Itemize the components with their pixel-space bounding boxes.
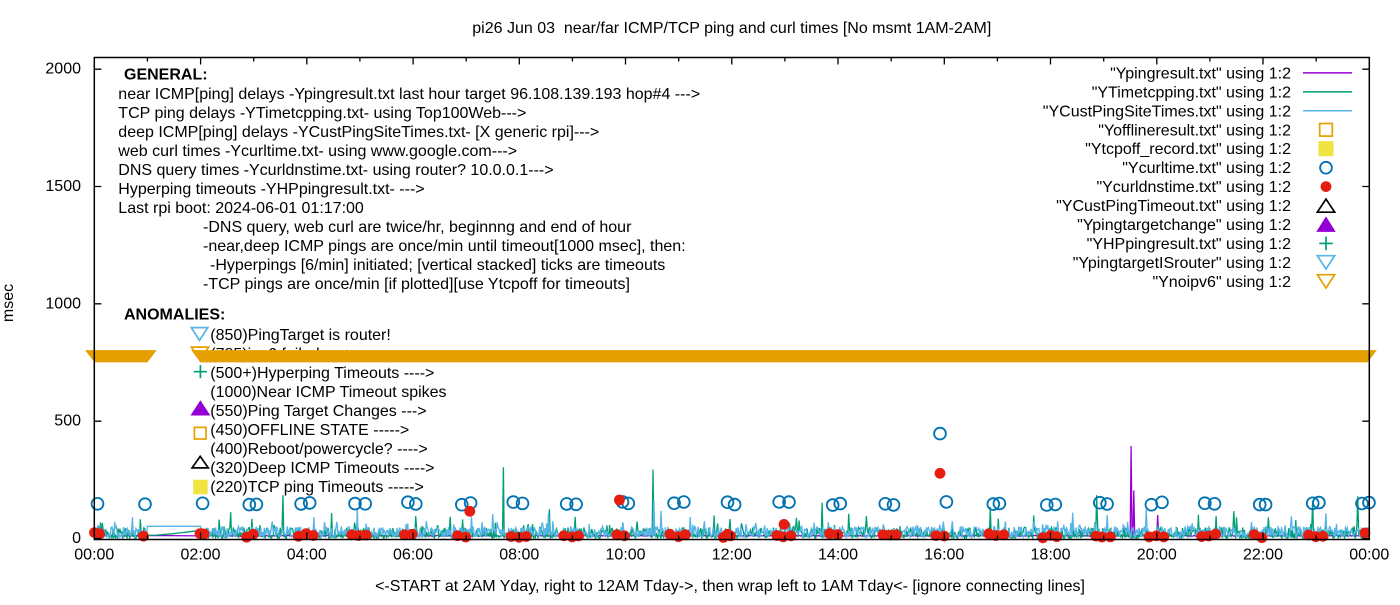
- svg-text:14:00: 14:00: [818, 547, 858, 564]
- svg-text:0: 0: [72, 530, 81, 547]
- svg-text:"YHPpingresult.txt" using 1:2: "YHPpingresult.txt" using 1:2: [1087, 236, 1291, 253]
- svg-text:"Ycurltime.txt" using 1:2: "Ycurltime.txt" using 1:2: [1122, 160, 1291, 177]
- svg-text:"YCustPingTimeout.txt" using 1: "YCustPingTimeout.txt" using 1:2: [1056, 198, 1291, 215]
- svg-text:500: 500: [54, 413, 81, 430]
- svg-text:Hyperping timeouts -YHPpingres: Hyperping timeouts -YHPpingresult.txt- -…: [118, 181, 424, 198]
- svg-text:"Yofflineresult.txt" using 1:2: "Yofflineresult.txt" using 1:2: [1098, 122, 1291, 139]
- svg-text:msec: msec: [0, 284, 17, 322]
- svg-text:"Ytcpoff_record.txt" using 1:2: "Ytcpoff_record.txt" using 1:2: [1085, 141, 1291, 158]
- svg-text:16:00: 16:00: [924, 547, 964, 564]
- svg-text:02:00: 02:00: [181, 547, 221, 564]
- svg-text:00:00: 00:00: [74, 547, 114, 564]
- svg-text:22:00: 22:00: [1243, 547, 1283, 564]
- svg-text:(1000)Near ICMP Timeout spikes: (1000)Near ICMP Timeout spikes: [210, 384, 446, 401]
- svg-text:"Ynoipv6" using 1:2: "Ynoipv6" using 1:2: [1152, 274, 1291, 291]
- svg-text:pi26 Jun 03 near/far ICMP/TCP: pi26 Jun 03 near/far ICMP/TCP ping and c…: [472, 20, 991, 37]
- svg-text:18:00: 18:00: [1031, 547, 1071, 564]
- svg-text:-DNS query, web curl are twice: -DNS query, web curl are twice/hr, begin…: [203, 219, 632, 236]
- svg-text:-TCP pings are once/min [if pl: -TCP pings are once/min [if plotted][use…: [203, 276, 630, 293]
- svg-text:web curl times -Ycurltime.txt-: web curl times -Ycurltime.txt- using www…: [117, 143, 517, 160]
- svg-text:(220)TCP ping Timeouts ----->: (220)TCP ping Timeouts ----->: [210, 479, 424, 496]
- svg-text:"YpingtargetISrouter" using 1:: "YpingtargetISrouter" using 1:2: [1073, 255, 1291, 272]
- svg-text:"YCustPingSiteTimes.txt" using: "YCustPingSiteTimes.txt" using 1:2: [1043, 103, 1291, 120]
- svg-text:(500+)Hyperping Timeouts ---->: (500+)Hyperping Timeouts ---->: [210, 365, 434, 382]
- svg-text:"Ypingresult.txt" using 1:2: "Ypingresult.txt" using 1:2: [1110, 65, 1291, 82]
- svg-text:(320)Deep ICMP Timeouts ---->: (320)Deep ICMP Timeouts ---->: [210, 460, 434, 477]
- svg-text:-Hyperpings [6/min] initiated;: -Hyperpings [6/min] initiated; [vertical…: [210, 257, 665, 274]
- svg-text:"Ycurldnstime.txt" using 1:2: "Ycurldnstime.txt" using 1:2: [1096, 179, 1291, 196]
- svg-text:ANOMALIES:: ANOMALIES:: [124, 307, 225, 324]
- svg-text:-near,deep ICMP pings are once: -near,deep ICMP pings are once/min until…: [203, 238, 686, 255]
- svg-text:(400)Reboot/powercycle? ---->: (400)Reboot/powercycle? ---->: [210, 441, 427, 458]
- svg-text:04:00: 04:00: [287, 547, 327, 564]
- svg-text:(850)PingTarget is router!: (850)PingTarget is router!: [210, 327, 391, 344]
- svg-text:near ICMP[ping] delays -Ypingr: near ICMP[ping] delays -Ypingresult.txt …: [118, 86, 700, 103]
- svg-text:2000: 2000: [45, 61, 81, 78]
- svg-text:Last rpi boot: 2024-06-01 01:1: Last rpi boot: 2024-06-01 01:17:00: [118, 200, 364, 217]
- svg-text:1000: 1000: [45, 295, 81, 312]
- svg-text:08:00: 08:00: [499, 547, 539, 564]
- svg-text:20:00: 20:00: [1137, 547, 1177, 564]
- svg-text:deep ICMP[ping] delays -YCustP: deep ICMP[ping] delays -YCustPingSiteTim…: [118, 124, 599, 141]
- svg-text:"Ypingtargetchange" using 1:2: "Ypingtargetchange" using 1:2: [1077, 217, 1291, 234]
- svg-text:(450)OFFLINE STATE ----->: (450)OFFLINE STATE ----->: [210, 422, 409, 439]
- svg-text:1500: 1500: [45, 178, 81, 195]
- svg-text:TCP ping delays -YTimetcpping.: TCP ping delays -YTimetcpping.txt- using…: [118, 105, 526, 122]
- svg-text:GENERAL:: GENERAL:: [124, 67, 208, 84]
- svg-text:00:00: 00:00: [1349, 547, 1389, 564]
- svg-text:(550)Ping Target Changes --->: (550)Ping Target Changes --->: [210, 403, 426, 420]
- svg-text:DNS query times -Ycurldnstime.: DNS query times -Ycurldnstime.txt- using…: [118, 162, 553, 179]
- svg-text:<-START at 2AM Yday, right to: <-START at 2AM Yday, right to 12AM Tday-…: [375, 578, 1085, 595]
- svg-text:10:00: 10:00: [606, 547, 646, 564]
- svg-text:"YTimetcpping.txt" using 1:2: "YTimetcpping.txt" using 1:2: [1092, 84, 1291, 101]
- svg-text:12:00: 12:00: [712, 547, 752, 564]
- svg-text:06:00: 06:00: [393, 547, 433, 564]
